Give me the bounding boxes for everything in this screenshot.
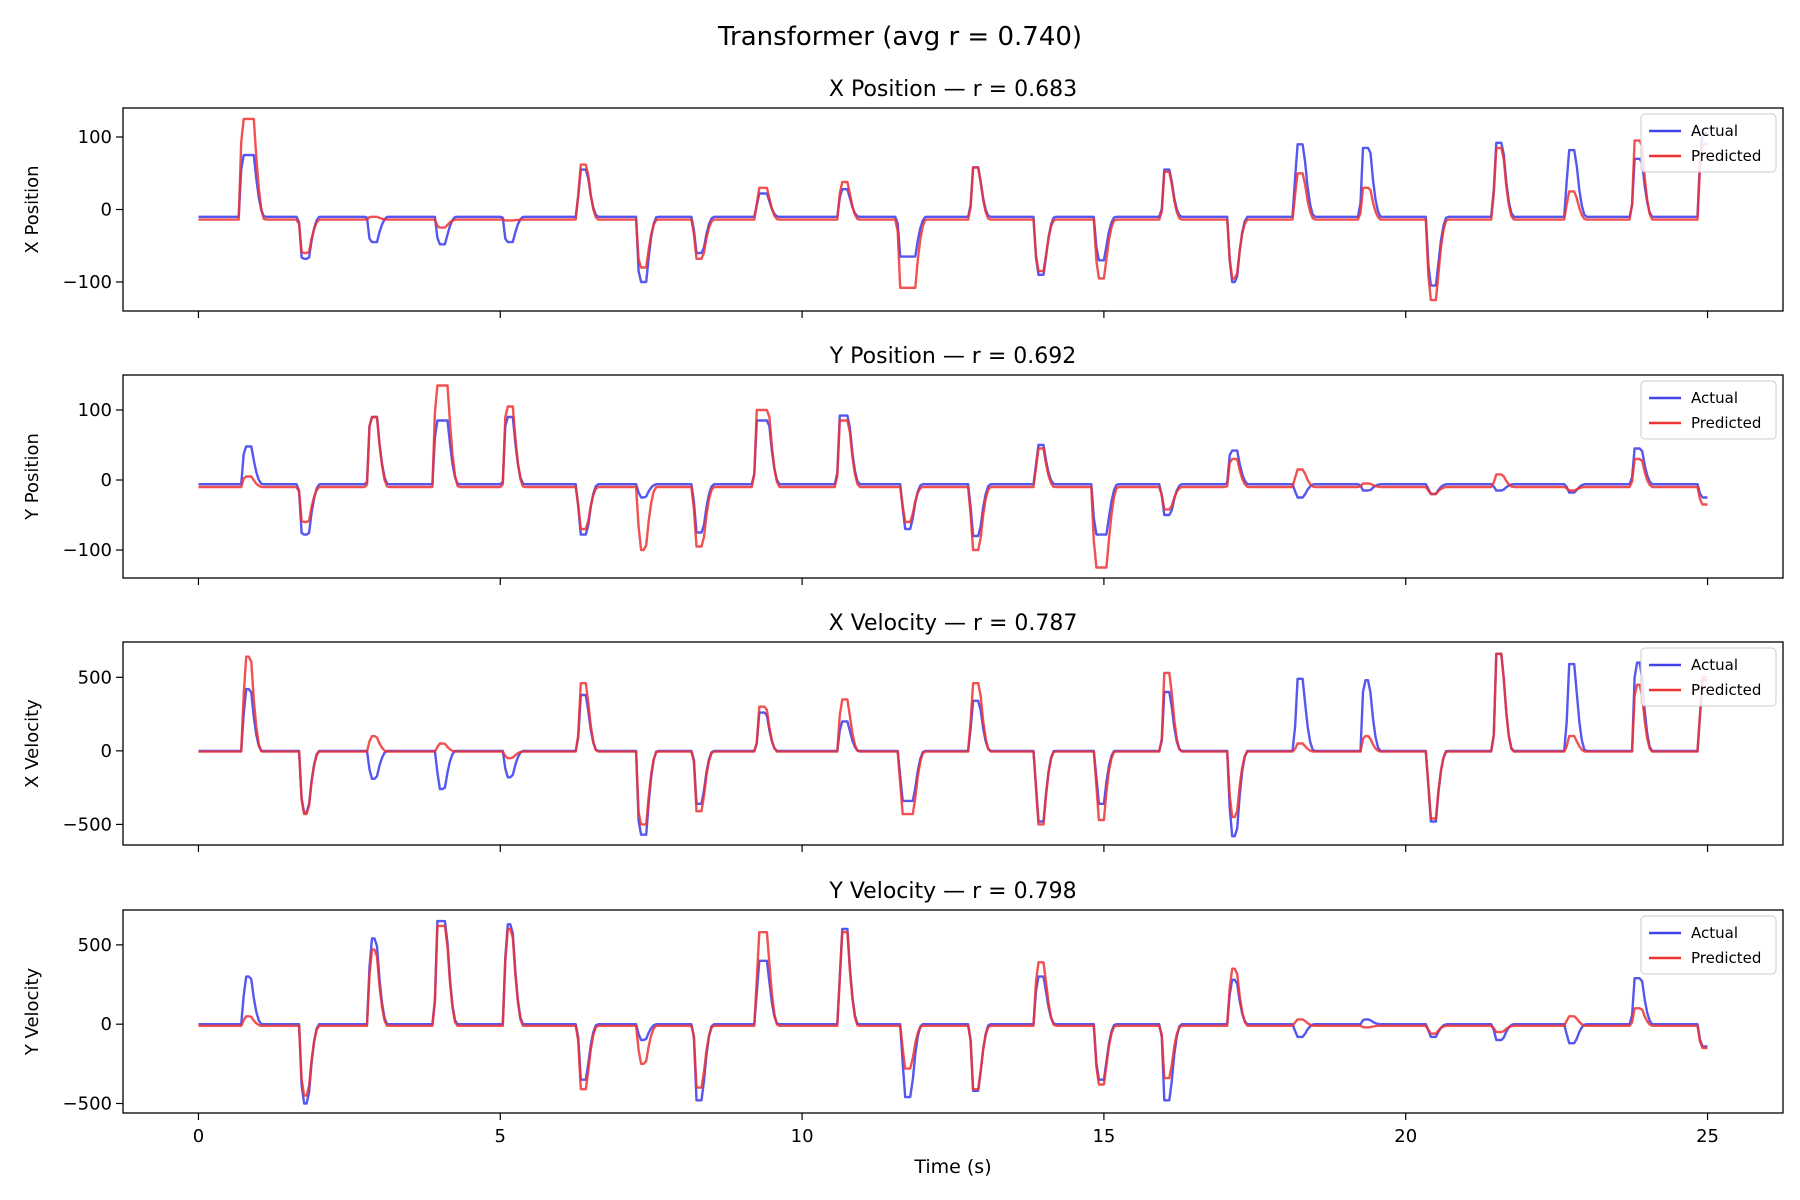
subplot-3: X Velocity — r = 0.787 X Velocity −500 0 500… [22, 611, 1784, 852]
legend-predicted-label: Predicted [1691, 414, 1761, 432]
axes-frame [122, 374, 1784, 579]
predicted-line [198, 117, 1708, 302]
subplot-4: Y Velocity — r = 0.798 Y Velocity −500 0 500… [22, 879, 1784, 1147]
y-tick-label: 0 [101, 741, 112, 762]
actual-line [198, 132, 1708, 287]
y-axis-label: Y Position [22, 433, 43, 521]
legend-predicted-label: Predicted [1691, 147, 1761, 165]
x-tick-label: 20 [1394, 1126, 1417, 1147]
legend: Actual Predicted [1640, 915, 1777, 975]
legend-actual-label: Actual [1691, 924, 1738, 942]
figure-title: Transformer (avg r = 0.740) [717, 22, 1082, 52]
y-tick-label: −100 [63, 272, 112, 293]
y-tick-label: 0 [101, 470, 112, 491]
legend-box [1640, 647, 1777, 707]
legend-box [1640, 380, 1777, 440]
legend: Actual Predicted [1640, 113, 1777, 173]
legend-predicted-label: Predicted [1691, 949, 1761, 967]
y-tick-label: −500 [63, 814, 112, 835]
y-tick-label: 100 [78, 127, 112, 148]
actual-line [198, 414, 1708, 538]
subplot-title: X Velocity — r = 0.787 [829, 611, 1078, 636]
subplot-2: Y Position — r = 0.692 Y Position −100 0 100… [22, 344, 1784, 585]
y-tick-label: −500 [63, 1093, 112, 1114]
axes-frame [122, 641, 1784, 846]
x-axis-label: Time (s) [913, 1156, 991, 1178]
legend-actual-label: Actual [1691, 389, 1738, 407]
series-lines [198, 919, 1708, 1105]
y-axis-label: X Velocity [22, 699, 43, 788]
legend-actual-label: Actual [1691, 656, 1738, 674]
y-tick-label: −100 [63, 540, 112, 561]
y-tick-label: 100 [78, 400, 112, 421]
x-tick-label: 5 [495, 1126, 506, 1147]
axes-frame [122, 107, 1784, 312]
series-lines [198, 652, 1708, 838]
x-tick-label: 25 [1696, 1126, 1719, 1147]
legend: Actual Predicted [1640, 380, 1777, 440]
x-tick-label: 15 [1092, 1126, 1115, 1147]
legend-predicted-label: Predicted [1691, 681, 1761, 699]
subplot-1: X Position — r = 0.683 X Position −100 0 100… [22, 77, 1784, 318]
legend-box [1640, 915, 1777, 975]
actual-line [198, 919, 1708, 1105]
subplot-title: Y Position — r = 0.692 [829, 344, 1077, 369]
legend-actual-label: Actual [1691, 122, 1738, 140]
predicted-line [198, 652, 1708, 826]
predicted-line [198, 924, 1708, 1097]
subplot-title: Y Velocity — r = 0.798 [828, 879, 1076, 904]
x-tick-label: 10 [791, 1126, 814, 1147]
y-axis-label: X Position [22, 165, 43, 253]
subplot-title: X Position — r = 0.683 [829, 77, 1077, 102]
legend: Actual Predicted [1640, 647, 1777, 707]
predicted-line [198, 384, 1708, 569]
series-lines [198, 117, 1708, 302]
y-axis-label: Y Velocity [22, 967, 43, 1056]
actual-line [198, 652, 1708, 838]
axes-frame [122, 909, 1784, 1114]
legend-box [1640, 113, 1777, 173]
x-tick-label: 0 [193, 1126, 204, 1147]
y-tick-label: 0 [101, 200, 112, 221]
y-tick-label: 0 [101, 1014, 112, 1035]
series-lines [198, 384, 1708, 569]
y-tick-label: 500 [78, 935, 112, 956]
y-tick-label: 500 [78, 667, 112, 688]
